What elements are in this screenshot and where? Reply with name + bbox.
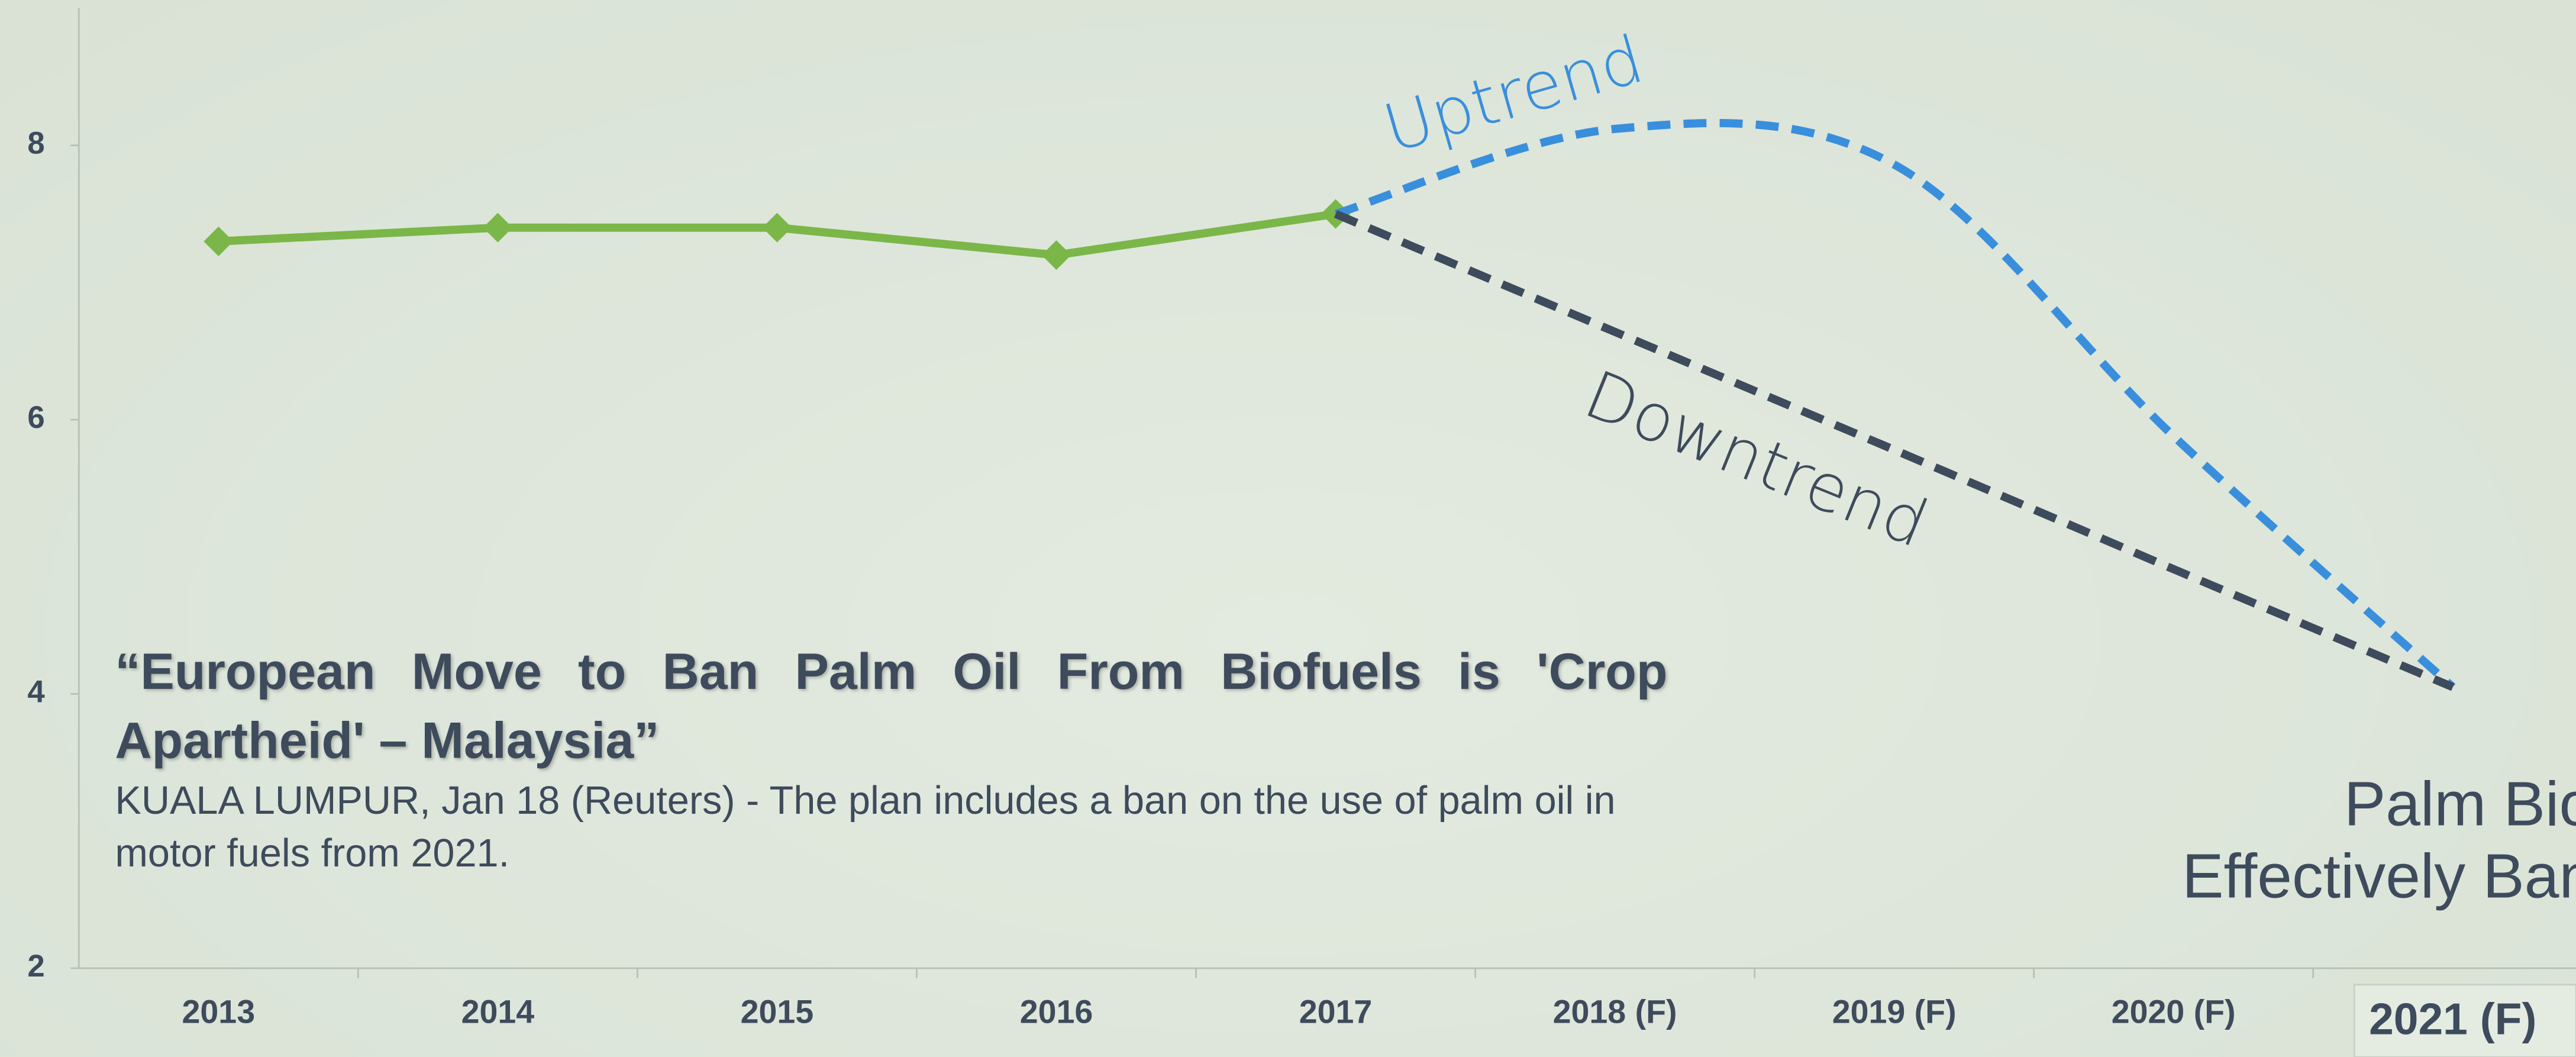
marker xyxy=(1041,240,1071,270)
series-label: Uptrend xyxy=(1376,21,1651,167)
x-tick-label: 2014 xyxy=(461,993,535,1030)
marker xyxy=(762,213,792,243)
y-tick-label: 2 xyxy=(27,949,44,984)
series-line xyxy=(1336,123,2453,687)
y-tick-label: 8 xyxy=(27,126,44,161)
marker xyxy=(483,213,512,243)
x-tick-label: 2015 xyxy=(741,993,814,1030)
x-tick-label: 2020 (F) xyxy=(2112,993,2236,1030)
marker xyxy=(204,227,233,256)
x-tick-label: 2013 xyxy=(182,993,256,1030)
news-body: KUALA LUMPUR, Jan 18 (Reuters) - The pla… xyxy=(115,776,1676,881)
x-tick-label: 2018 (F) xyxy=(1553,993,1677,1030)
series-line xyxy=(1336,214,2453,687)
page: 2 4 6 8 2013 2014 2015 2016 2017 2018 (F) 2019 (F)… xyxy=(0,0,2576,1057)
callout-line: Palm Biod xyxy=(2087,769,2576,842)
callout-line: Effectively Bann xyxy=(2087,842,2576,914)
x-tick-label: 2016 xyxy=(1020,993,1093,1030)
y-tick-label: 4 xyxy=(27,674,45,709)
x-tick-label: 2019 (F) xyxy=(1832,993,1957,1030)
headline: “European Move to Ban Palm Oil From Biof… xyxy=(115,638,1667,776)
slide: 2 4 6 8 2013 2014 2015 2016 2017 2018 (F) 2019 (F)… xyxy=(0,0,2576,1057)
x-tick-label: 2021 (F) xyxy=(2369,994,2536,1043)
y-tick-label: 6 xyxy=(27,400,44,435)
x-tick-label: 2017 xyxy=(1299,993,1373,1030)
callout: Palm Biod Effectively Bann xyxy=(2087,769,2576,914)
